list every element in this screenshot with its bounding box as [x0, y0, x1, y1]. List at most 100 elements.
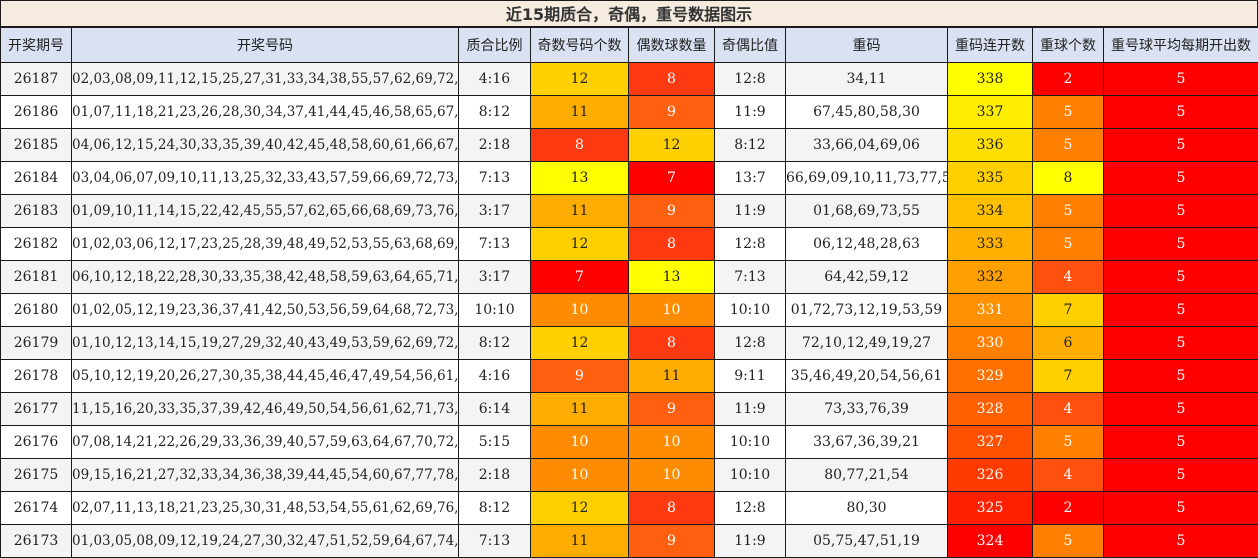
table-row: 26183 01,09,10,11,14,15,22,42,45,55,57,62… — [0, 194, 1258, 228]
avg-repeat-cell: 5 — [1103, 326, 1258, 360]
repeat-streak-cell: 337 — [947, 95, 1033, 129]
repeat-streak-cell: 327 — [947, 425, 1033, 459]
repeat-numbers-cell: 33,67,36,39,21 — [785, 425, 948, 459]
repeat-streak-cell: 329 — [947, 359, 1033, 393]
header-prime-ratio: 质合比例 — [458, 27, 531, 63]
even-count-cell: 13 — [628, 260, 715, 294]
repeat-numbers-cell: 33,66,04,69,06 — [785, 128, 948, 162]
repeat-streak-cell: 325 — [947, 491, 1033, 525]
even-count-cell: 11 — [628, 359, 715, 393]
prime-ratio-cell: 3:17 — [458, 194, 531, 228]
numbers-cell: 01,07,11,18,21,23,26,28,30,34,37,41,44,4… — [71, 95, 459, 129]
table-row: 26174 02,07,11,13,18,21,23,25,30,31,48,53… — [0, 491, 1258, 525]
even-count-cell: 8 — [628, 326, 715, 360]
header-issue: 开奖期号 — [0, 27, 72, 63]
repeat-balls-cell: 5 — [1032, 524, 1104, 558]
repeat-balls-cell: 8 — [1032, 161, 1104, 195]
avg-repeat-cell: 5 — [1103, 161, 1258, 195]
repeat-balls-cell: 5 — [1032, 128, 1104, 162]
repeat-numbers-cell: 01,68,69,73,55 — [785, 194, 948, 228]
repeat-numbers-cell: 35,46,49,20,54,56,61 — [785, 359, 948, 393]
prime-ratio-cell: 8:12 — [458, 491, 531, 525]
even-count-cell: 8 — [628, 227, 715, 261]
table-row: 26187 02,03,08,09,11,12,15,25,27,31,33,34… — [0, 62, 1258, 96]
odd-count-cell: 12 — [530, 62, 629, 96]
issue-cell: 26185 — [0, 128, 72, 162]
numbers-cell: 01,03,05,08,09,12,19,24,27,30,32,47,51,5… — [71, 524, 459, 558]
lottery-table: 开奖期号 开奖号码 质合比例 奇数号码个数 偶数球数量 奇偶比值 重码 重码连开… — [0, 27, 1258, 558]
even-count-cell: 10 — [628, 425, 715, 459]
issue-cell: 26181 — [0, 260, 72, 294]
numbers-cell: 05,10,12,19,20,26,27,30,35,38,44,45,46,4… — [71, 359, 459, 393]
even-count-cell: 8 — [628, 62, 715, 96]
repeat-streak-cell: 335 — [947, 161, 1033, 195]
even-count-cell: 9 — [628, 95, 715, 129]
avg-repeat-cell: 5 — [1103, 425, 1258, 459]
issue-cell: 26175 — [0, 458, 72, 492]
repeat-numbers-cell: 06,12,48,28,63 — [785, 227, 948, 261]
odd-even-ratio-cell: 11:9 — [714, 524, 786, 558]
avg-repeat-cell: 5 — [1103, 194, 1258, 228]
avg-repeat-cell: 5 — [1103, 260, 1258, 294]
prime-ratio-cell: 5:15 — [458, 425, 531, 459]
prime-ratio-cell: 4:16 — [458, 359, 531, 393]
odd-even-ratio-cell: 8:12 — [714, 128, 786, 162]
prime-ratio-cell: 7:13 — [458, 161, 531, 195]
odd-even-ratio-cell: 11:9 — [714, 194, 786, 228]
table-body: 26187 02,03,08,09,11,12,15,25,27,31,33,34… — [0, 62, 1258, 558]
odd-count-cell: 10 — [530, 293, 629, 327]
numbers-cell: 11,15,16,20,33,35,37,39,42,46,49,50,54,5… — [71, 392, 459, 426]
repeat-balls-cell: 7 — [1032, 293, 1104, 327]
odd-even-ratio-cell: 12:8 — [714, 491, 786, 525]
header-odd-count: 奇数号码个数 — [530, 27, 629, 63]
header-repeat-balls: 重球个数 — [1032, 27, 1104, 63]
odd-count-cell: 10 — [530, 425, 629, 459]
odd-even-ratio-cell: 12:8 — [714, 62, 786, 96]
table-row: 26177 11,15,16,20,33,35,37,39,42,46,49,50… — [0, 392, 1258, 426]
odd-count-cell: 11 — [530, 392, 629, 426]
repeat-numbers-cell: 05,75,47,51,19 — [785, 524, 948, 558]
repeat-numbers-cell: 80,30 — [785, 491, 948, 525]
repeat-balls-cell: 7 — [1032, 359, 1104, 393]
header-avg-repeat: 重号球平均每期开出数 — [1103, 27, 1258, 63]
odd-count-cell: 10 — [530, 458, 629, 492]
repeat-numbers-cell: 01,72,73,12,19,53,59 — [785, 293, 948, 327]
numbers-cell: 01,10,12,13,14,15,19,27,29,32,40,43,49,5… — [71, 326, 459, 360]
numbers-cell: 02,03,08,09,11,12,15,25,27,31,33,34,38,5… — [71, 62, 459, 96]
odd-even-ratio-cell: 11:9 — [714, 95, 786, 129]
repeat-balls-cell: 5 — [1032, 95, 1104, 129]
odd-count-cell: 13 — [530, 161, 629, 195]
header-numbers: 开奖号码 — [71, 27, 459, 63]
numbers-cell: 01,02,05,12,19,23,36,37,41,42,50,53,56,5… — [71, 293, 459, 327]
avg-repeat-cell: 5 — [1103, 524, 1258, 558]
even-count-cell: 10 — [628, 293, 715, 327]
issue-cell: 26184 — [0, 161, 72, 195]
header-repeat-numbers: 重码 — [785, 27, 948, 63]
table-row: 26186 01,07,11,18,21,23,26,28,30,34,37,41… — [0, 95, 1258, 129]
even-count-cell: 9 — [628, 524, 715, 558]
repeat-balls-cell: 5 — [1032, 425, 1104, 459]
repeat-streak-cell: 326 — [947, 458, 1033, 492]
avg-repeat-cell: 5 — [1103, 62, 1258, 96]
repeat-streak-cell: 333 — [947, 227, 1033, 261]
prime-ratio-cell: 8:12 — [458, 95, 531, 129]
issue-cell: 26187 — [0, 62, 72, 96]
even-count-cell: 10 — [628, 458, 715, 492]
odd-even-ratio-cell: 9:11 — [714, 359, 786, 393]
repeat-numbers-cell: 73,33,76,39 — [785, 392, 948, 426]
numbers-cell: 03,04,06,07,09,10,11,13,25,32,33,43,57,5… — [71, 161, 459, 195]
avg-repeat-cell: 5 — [1103, 458, 1258, 492]
repeat-streak-cell: 336 — [947, 128, 1033, 162]
table-row: 26175 09,15,16,21,27,32,33,34,36,38,39,44… — [0, 458, 1258, 492]
odd-even-ratio-cell: 13:7 — [714, 161, 786, 195]
table-row: 26178 05,10,12,19,20,26,27,30,35,38,44,45… — [0, 359, 1258, 393]
issue-cell: 26176 — [0, 425, 72, 459]
odd-count-cell: 7 — [530, 260, 629, 294]
avg-repeat-cell: 5 — [1103, 293, 1258, 327]
odd-count-cell: 12 — [530, 326, 629, 360]
even-count-cell: 9 — [628, 392, 715, 426]
prime-ratio-cell: 7:13 — [458, 227, 531, 261]
repeat-numbers-cell: 64,42,59,12 — [785, 260, 948, 294]
table-row: 26179 01,10,12,13,14,15,19,27,29,32,40,43… — [0, 326, 1258, 360]
